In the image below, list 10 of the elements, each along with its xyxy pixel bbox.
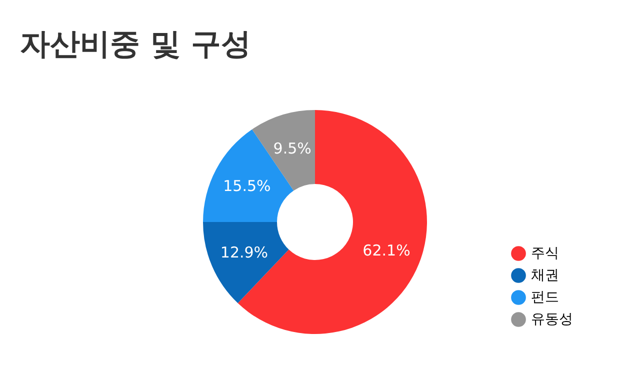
data-label: 9.5% (273, 139, 312, 158)
legend-label: 유동성 (531, 312, 573, 328)
chart-title: 자산비중 및 구성 (20, 27, 251, 62)
data-label: 12.9% (220, 243, 268, 262)
legend-label: 채권 (531, 268, 559, 284)
legend-label: 주식 (531, 246, 559, 262)
donut-slice (203, 222, 289, 304)
data-label: 62.1% (362, 242, 410, 260)
data-label: 15.5% (223, 176, 271, 195)
legend-label: 펀드 (531, 290, 559, 306)
